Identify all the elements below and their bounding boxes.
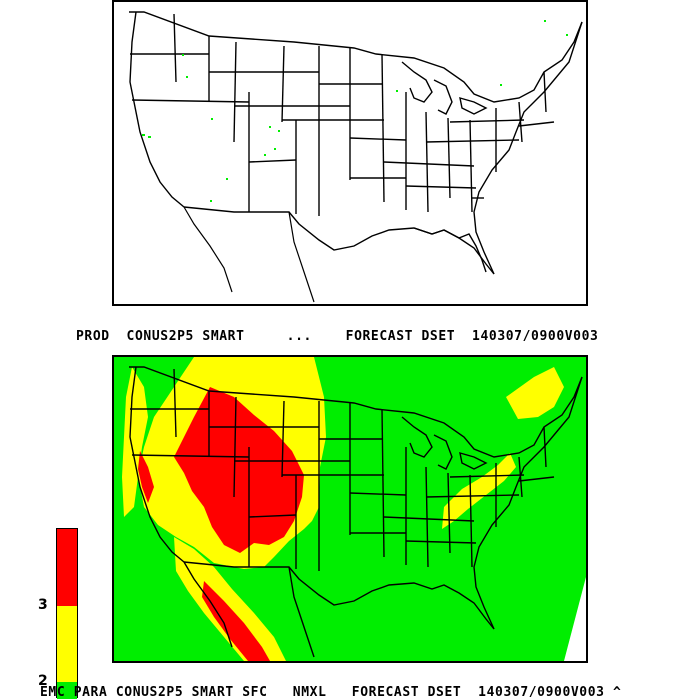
top-map-panel	[112, 0, 588, 306]
color-legend	[56, 528, 78, 699]
top-precip-specks	[142, 20, 568, 202]
bottom-red-region	[174, 387, 304, 553]
bottom-yellow-coast	[122, 367, 148, 517]
top-map-svg	[129, 11, 583, 303]
top-caption: PROD CONUS2P5 SMART ... FORECAST DSET 14…	[76, 329, 599, 344]
bottom-red-south	[202, 581, 270, 661]
legend-red-segment	[57, 529, 77, 606]
bottom-red-coast	[138, 451, 154, 503]
bottom-yellow-south	[174, 537, 286, 661]
bottom-white-corner	[564, 577, 586, 661]
legend-tick-3: 3	[38, 597, 48, 613]
bottom-yellow-northeast	[506, 367, 564, 419]
top-us-outline	[129, 11, 583, 275]
bottom-yellow-appalachia	[442, 453, 516, 529]
bottom-map-svg	[114, 357, 586, 661]
legend-yellow-segment	[57, 606, 77, 682]
bottom-map-panel	[112, 355, 588, 663]
legend-green-segment	[57, 682, 77, 699]
bottom-us-outline	[129, 366, 583, 658]
legend-tick-2: 2	[38, 673, 48, 689]
bottom-caption: EMC PARA CONUS2P5 SMART SFC NMXL FORECAS…	[40, 685, 622, 700]
